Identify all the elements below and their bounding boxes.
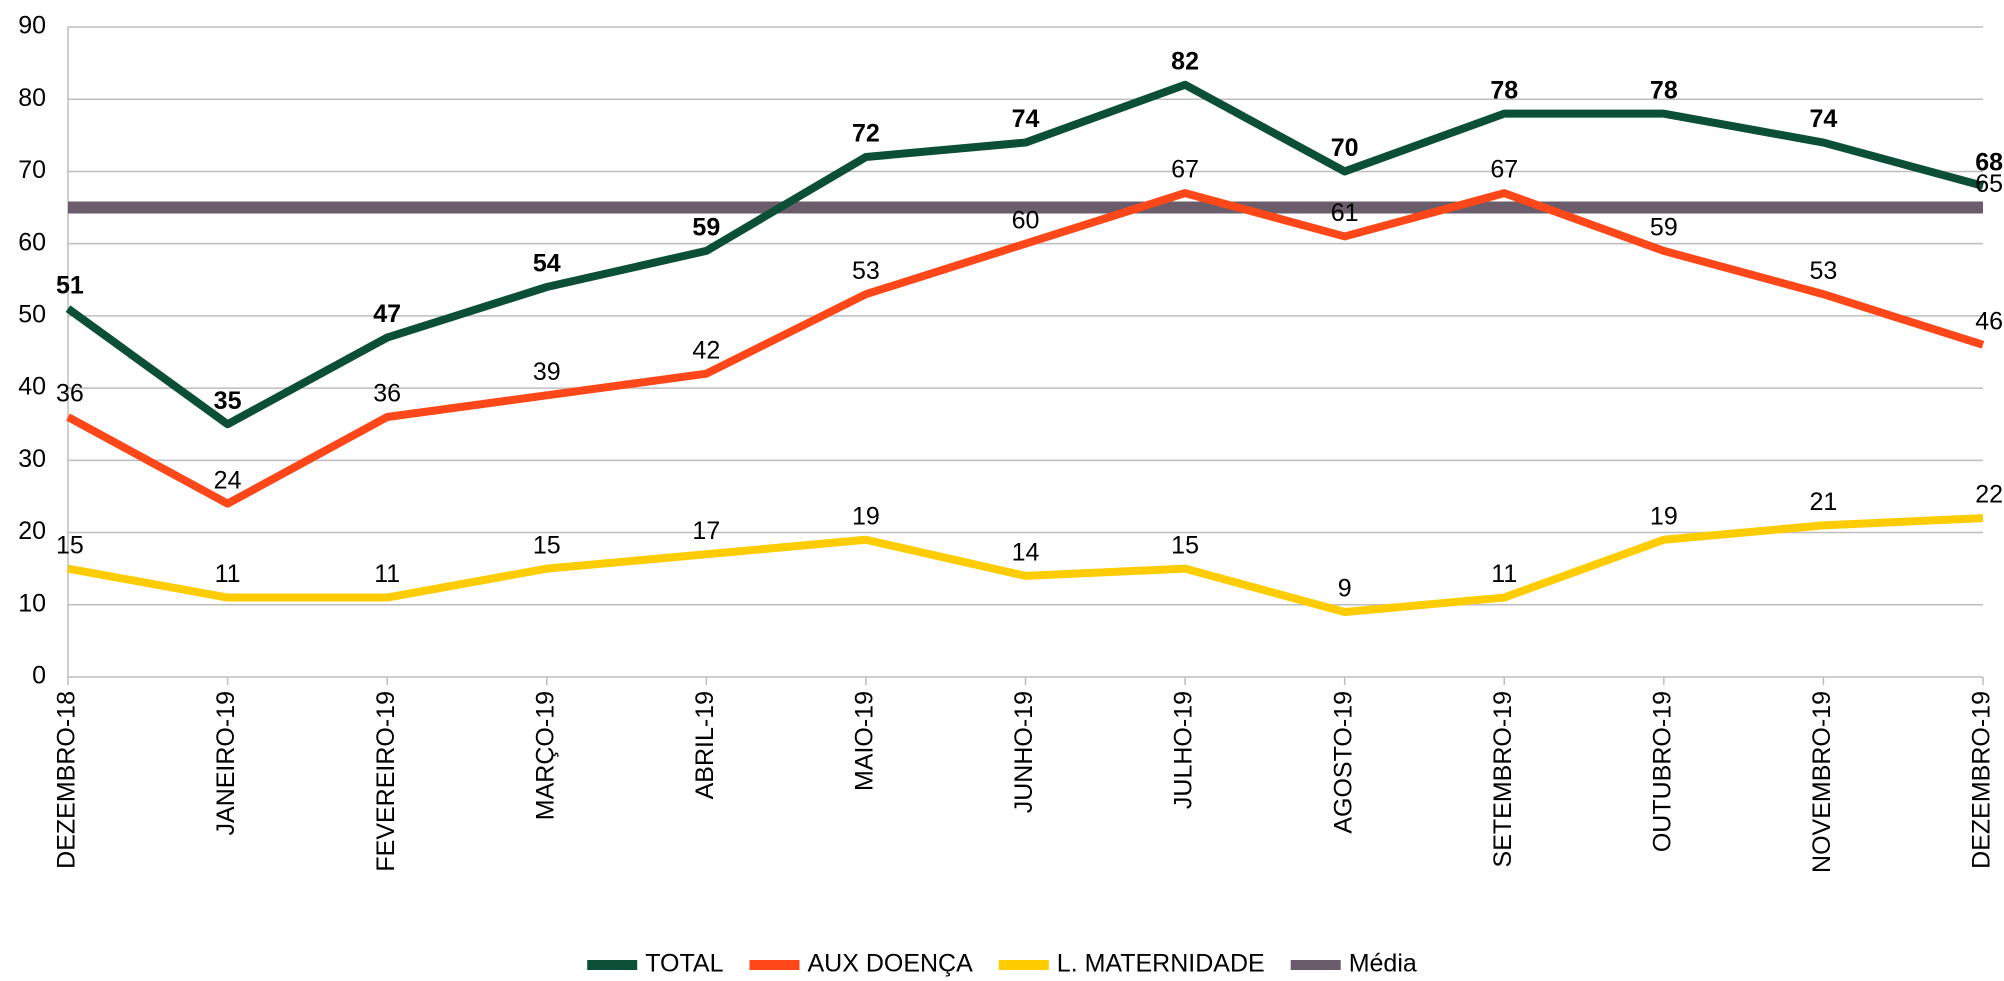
legend-label: Média — [1349, 950, 1417, 978]
data-label: 9 — [1338, 575, 1352, 603]
x-tick-label: DEZEMBRO-19 — [1968, 691, 1996, 869]
series-line — [66, 189, 1985, 508]
y-tick-label: 80 — [18, 84, 46, 112]
y-tick-label: 0 — [32, 662, 46, 690]
data-label: 74 — [1012, 105, 1040, 133]
data-label: 24 — [214, 466, 242, 494]
x-tick-label: MAIO-19 — [851, 691, 879, 791]
x-tick-label: AGOSTO-19 — [1329, 691, 1357, 834]
y-tick-label: 30 — [18, 445, 46, 473]
data-label: 11 — [374, 560, 400, 588]
x-tick-label: NOVEMBRO-19 — [1808, 691, 1836, 873]
data-label: 67 — [1171, 156, 1199, 184]
x-tick-label: OUTUBRO-19 — [1648, 691, 1676, 852]
x-tick-label: JULHO-19 — [1170, 691, 1198, 809]
series-line — [65, 80, 1985, 429]
data-label: 61 — [1331, 199, 1359, 227]
data-label: 65 — [1975, 170, 2003, 198]
legend-label: TOTAL — [645, 950, 723, 978]
x-tick-label: ABRIL-19 — [691, 691, 719, 799]
data-label: 53 — [1810, 257, 1838, 285]
data-label: 60 — [1012, 206, 1040, 234]
data-label: 54 — [533, 250, 561, 278]
data-label: 14 — [1012, 538, 1040, 566]
y-tick-label: 60 — [18, 228, 46, 256]
y-tick-label: 90 — [18, 12, 46, 40]
y-tick-label: 50 — [18, 300, 46, 328]
data-label: 59 — [1650, 213, 1678, 241]
data-label: 46 — [1975, 307, 2003, 335]
data-label: 39 — [533, 358, 561, 386]
data-label: 11 — [1491, 560, 1517, 588]
data-label: 42 — [692, 336, 720, 364]
data-label: 17 — [692, 517, 720, 545]
y-tick-label: 20 — [18, 517, 46, 545]
data-label: 74 — [1810, 105, 1838, 133]
data-label: 59 — [692, 213, 720, 241]
data-label: 19 — [1650, 502, 1678, 530]
data-label: 70 — [1331, 134, 1359, 162]
x-tick-label: FEVEREIRO-19 — [372, 691, 400, 872]
data-label: 36 — [56, 380, 84, 408]
data-label: 11 — [215, 560, 241, 588]
data-label: 15 — [533, 531, 561, 559]
legend-label: L. MATERNIDADE — [1057, 950, 1265, 978]
data-label: 35 — [214, 387, 242, 415]
data-label: 51 — [56, 271, 84, 299]
y-tick-label: 70 — [18, 156, 46, 184]
legend-label: AUX DOENÇA — [807, 950, 973, 978]
data-label: 47 — [373, 300, 401, 328]
legend: TOTAL AUX DOENÇA L. MATERNIDADE Média — [587, 950, 1417, 978]
data-label: 67 — [1490, 156, 1518, 184]
x-tick-label: SETEMBRO-19 — [1489, 691, 1517, 867]
x-tick-label: DEZEMBRO-18 — [53, 691, 81, 869]
x-tick-label: MARÇO-19 — [531, 691, 559, 820]
data-label: 78 — [1490, 76, 1518, 104]
data-label: 82 — [1171, 47, 1199, 75]
y-tick-label: 10 — [18, 589, 46, 617]
data-label: 15 — [1171, 531, 1199, 559]
data-label: 21 — [1810, 488, 1838, 516]
data-label: 72 — [852, 120, 880, 148]
data-label: 36 — [373, 380, 401, 408]
x-tick-label: JUNHO-19 — [1010, 691, 1038, 813]
data-label: 78 — [1650, 76, 1678, 104]
data-label: 15 — [56, 531, 84, 559]
data-label: 68 — [1975, 148, 2003, 176]
data-label: 22 — [1975, 481, 2003, 509]
data-label: 53 — [852, 257, 880, 285]
data-label: 19 — [852, 502, 880, 530]
x-tick-label: JANEIRO-19 — [212, 691, 240, 835]
series-line — [67, 514, 1984, 616]
y-tick-label: 40 — [18, 373, 46, 401]
